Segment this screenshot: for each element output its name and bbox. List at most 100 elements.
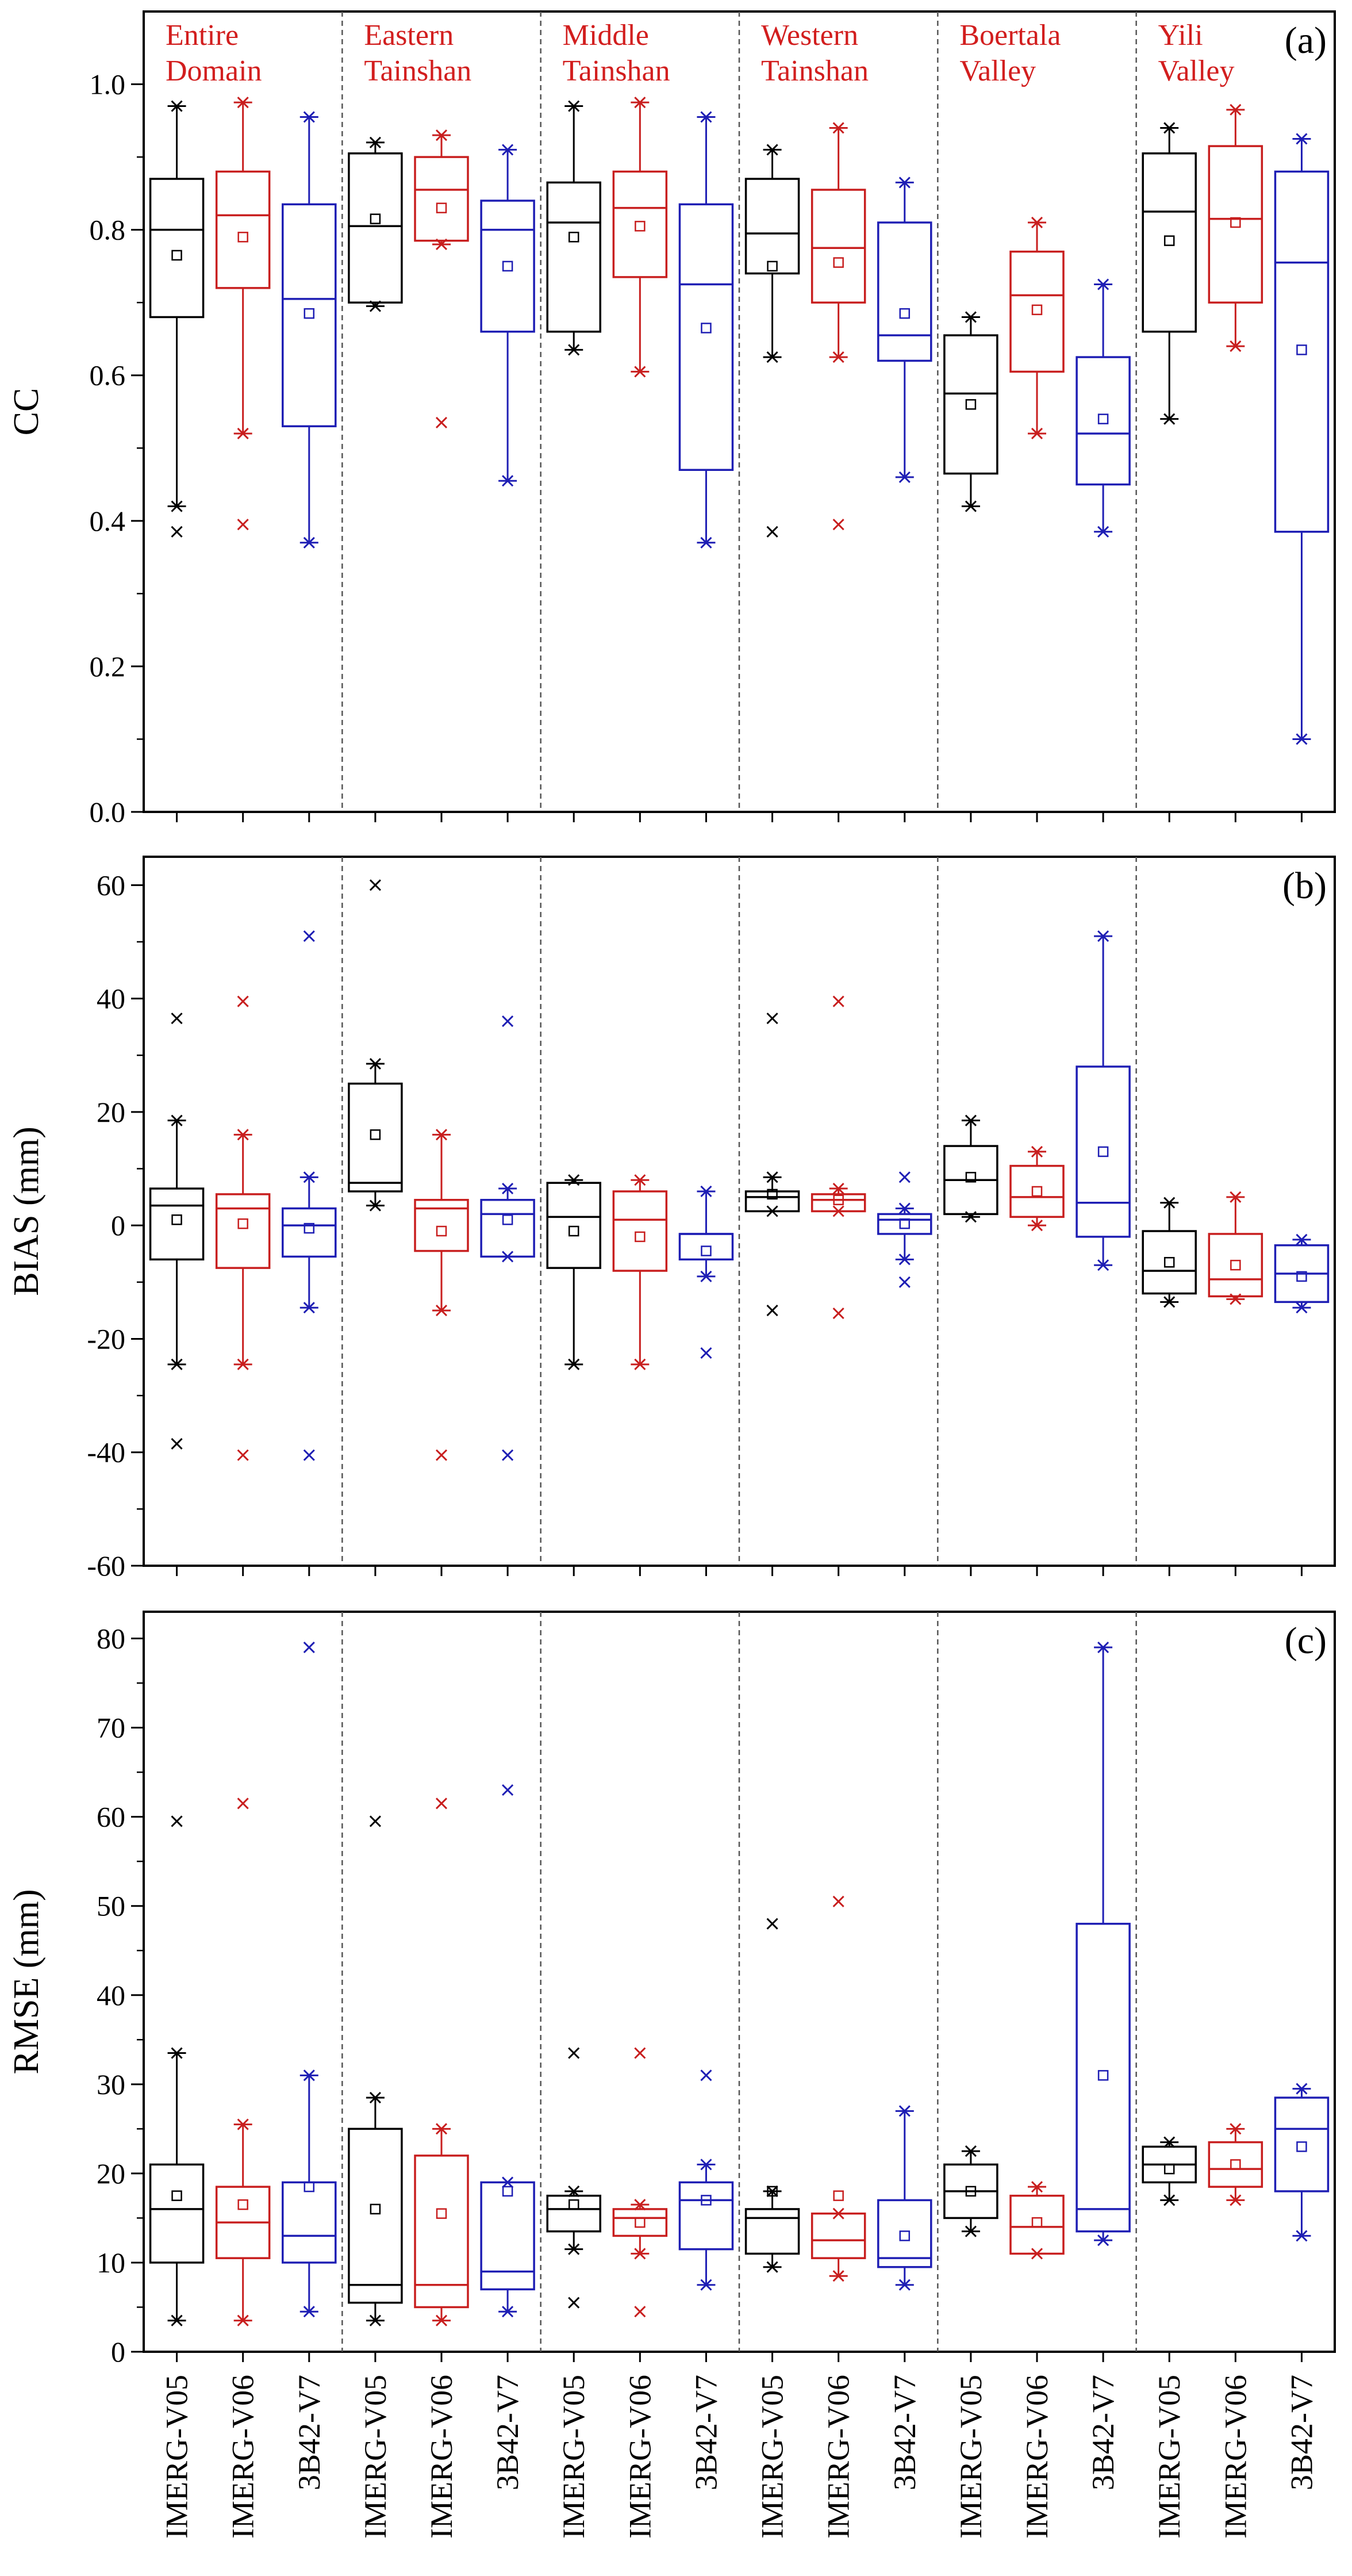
max-marker bbox=[965, 1114, 977, 1126]
mean-marker bbox=[701, 2195, 712, 2206]
min-marker bbox=[965, 1211, 977, 1223]
outlier-marker bbox=[171, 526, 183, 538]
box-western-tainshan-imerg-v06 bbox=[811, 1895, 866, 2282]
min-marker bbox=[1163, 1296, 1176, 1308]
box-eastern-tainshan-imerg-v05 bbox=[348, 136, 403, 312]
y-tick-label: 10 bbox=[97, 2247, 125, 2279]
mean-marker bbox=[635, 2217, 646, 2228]
region-label-line2: Tainshan bbox=[364, 55, 471, 87]
outlier-marker bbox=[171, 1438, 183, 1450]
min-marker bbox=[1031, 2248, 1043, 2260]
min-marker bbox=[965, 500, 977, 512]
min-marker bbox=[1296, 733, 1308, 745]
max-marker bbox=[435, 2123, 448, 2135]
y-tick-label: 80 bbox=[97, 1623, 125, 1655]
max-marker bbox=[171, 2047, 183, 2059]
box-entire-domain-3b42-v7 bbox=[282, 930, 337, 1461]
min-marker bbox=[634, 2248, 646, 2260]
min-marker bbox=[435, 1305, 448, 1317]
iqr-box bbox=[414, 2155, 469, 2309]
max-marker bbox=[1031, 216, 1043, 229]
max-marker bbox=[1296, 2083, 1308, 2095]
max-marker bbox=[1097, 1641, 1109, 1654]
max-marker bbox=[1097, 930, 1109, 942]
box-yili-valley-imerg-v05 bbox=[1142, 122, 1197, 425]
max-marker bbox=[898, 177, 911, 189]
mean-marker bbox=[833, 2190, 844, 2201]
max-marker bbox=[435, 129, 448, 141]
min-marker bbox=[832, 351, 844, 363]
min-marker bbox=[1230, 1293, 1242, 1305]
max-marker bbox=[303, 1171, 315, 1183]
iqr-box bbox=[546, 2194, 601, 2233]
x-category-label: 3B42-V7 bbox=[888, 2375, 922, 2490]
min-marker bbox=[634, 366, 646, 378]
box-western-tainshan-imerg-v05 bbox=[744, 1918, 800, 2273]
box-boertala-valley-imerg-v06 bbox=[1009, 216, 1065, 440]
region-label-line2: Domain bbox=[166, 55, 262, 87]
region-label-line1: Yili bbox=[1158, 19, 1203, 52]
mean-marker bbox=[1163, 2163, 1175, 2175]
min-marker bbox=[1097, 2234, 1109, 2247]
outlier-marker bbox=[237, 1797, 249, 1810]
min-marker bbox=[965, 2225, 977, 2237]
outlier-marker bbox=[568, 2297, 580, 2309]
iqr-box bbox=[215, 1193, 271, 1269]
x-category-label: 3B42-V7 bbox=[1284, 2375, 1319, 2490]
box-boertala-valley-imerg-v05 bbox=[943, 311, 998, 512]
mean-marker bbox=[1163, 1257, 1175, 1268]
iqr-box bbox=[678, 203, 734, 471]
max-marker bbox=[832, 2207, 844, 2220]
iqr-box bbox=[546, 181, 601, 333]
outlier-marker bbox=[766, 1918, 778, 1930]
mean-marker bbox=[237, 232, 248, 243]
mean-marker bbox=[1230, 1259, 1241, 1271]
outlier-marker bbox=[832, 995, 844, 1007]
min-marker bbox=[303, 2306, 315, 2318]
outlier-marker bbox=[766, 1013, 778, 1025]
outlier-marker bbox=[832, 519, 844, 531]
box-western-tainshan-3b42-v7 bbox=[877, 1171, 932, 1288]
mean-marker bbox=[304, 2181, 315, 2192]
region-label-line2: Valley bbox=[1158, 55, 1235, 87]
outlier-marker bbox=[832, 1307, 844, 1320]
y-tick-label: 30 bbox=[97, 2068, 125, 2100]
iqr-box bbox=[1274, 2096, 1330, 2192]
outlier-marker bbox=[435, 1449, 448, 1461]
min-marker bbox=[1296, 1302, 1308, 1314]
max-marker bbox=[832, 1182, 844, 1195]
max-marker bbox=[634, 2199, 646, 2211]
panel-label: (b) bbox=[1282, 865, 1327, 907]
min-marker bbox=[1097, 1259, 1109, 1271]
y-tick-label: -60 bbox=[87, 1550, 125, 1582]
mean-marker bbox=[1097, 2070, 1109, 2081]
max-marker bbox=[1031, 1145, 1043, 1157]
box-eastern-tainshan-imerg-v06 bbox=[414, 1797, 469, 2326]
mean-marker bbox=[1097, 413, 1109, 424]
box-boertala-valley-imerg-v05 bbox=[943, 2145, 998, 2237]
box-yili-valley-imerg-v05 bbox=[1142, 2136, 1197, 2206]
min-marker bbox=[568, 2243, 580, 2255]
box-western-tainshan-imerg-v05 bbox=[744, 144, 800, 538]
box-entire-domain-3b42-v7 bbox=[282, 1641, 337, 2318]
box-eastern-tainshan-3b42-v7 bbox=[480, 144, 535, 487]
mean-marker bbox=[1031, 1186, 1043, 1197]
y-tick-label: 0.6 bbox=[90, 359, 126, 392]
iqr-box bbox=[1076, 1065, 1131, 1238]
mean-marker bbox=[899, 2230, 911, 2241]
box-middle-tainshan-imerg-v05 bbox=[546, 1174, 601, 1370]
min-marker bbox=[502, 2306, 514, 2318]
min-marker bbox=[700, 2279, 712, 2291]
min-marker bbox=[1031, 427, 1043, 440]
iqr-box bbox=[348, 152, 403, 304]
mean-marker bbox=[767, 1189, 778, 1200]
iqr-box bbox=[1076, 1922, 1131, 2233]
mean-marker bbox=[767, 260, 778, 272]
box-entire-domain-imerg-v06 bbox=[215, 97, 271, 531]
box-yili-valley-3b42-v7 bbox=[1274, 1233, 1330, 1314]
box-eastern-tainshan-3b42-v7 bbox=[480, 1784, 535, 2318]
outlier-marker bbox=[435, 1797, 448, 1810]
